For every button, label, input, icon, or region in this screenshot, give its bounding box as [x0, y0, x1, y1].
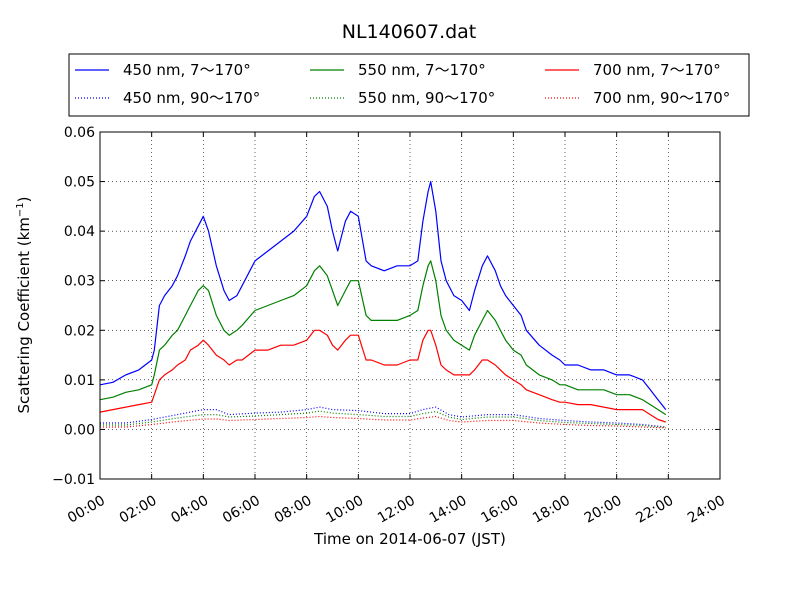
y-tick-label: 0.05: [64, 175, 95, 191]
x-tick-label: 06:00: [220, 493, 263, 527]
x-tick-label: 04:00: [168, 493, 211, 527]
series-line-2: [99, 329, 666, 423]
x-tick-label: 12:00: [375, 493, 418, 527]
y-axis-label-close: ): [15, 196, 33, 202]
y-tick-label: −0.01: [52, 472, 95, 488]
legend-label-1: 550 nm, 7～170°: [358, 61, 486, 79]
legend-label-2: 700 nm, 7～170°: [593, 61, 721, 79]
series-line-3: [100, 406, 666, 428]
x-tick-label: 18:00: [530, 493, 573, 527]
y-tick-label: 0.02: [64, 323, 95, 339]
x-tick-label: 14:00: [427, 493, 470, 527]
chart-title: NL140607.dat: [342, 21, 477, 43]
legend-label-4: 550 nm, 90～170°: [358, 89, 495, 107]
series-line-1: [99, 260, 667, 416]
plot-area: [100, 132, 720, 479]
legend-label-5: 700 nm, 90～170°: [593, 89, 730, 107]
legend-box: [68, 53, 750, 117]
x-tick-label: 20:00: [582, 493, 625, 527]
x-tick-label: 10:00: [323, 493, 366, 527]
series-line-5: [100, 415, 666, 429]
legend-label-0: 450 nm, 7～170°: [123, 61, 251, 79]
legend-label-3: 450 nm, 90～170°: [123, 89, 260, 107]
y-tick-label: 0.04: [64, 224, 95, 240]
x-tick-label: 24:00: [685, 493, 728, 527]
y-axis-label-superscript: −1: [15, 202, 26, 217]
x-tick-label: 08:00: [272, 493, 315, 527]
series-line-0: [99, 181, 667, 410]
y-tick-label: 0.03: [64, 274, 95, 290]
y-tick-label: 0.01: [64, 373, 95, 389]
legend: 450 nm, 7～170° 550 nm, 7～170° 700 nm, 7～17…: [68, 53, 750, 117]
y-tick-label: 0.06: [64, 125, 95, 141]
grid: [100, 132, 720, 479]
x-tick-label: 22:00: [633, 493, 676, 527]
x-tick-label: 00:00: [65, 493, 108, 527]
x-tick-label: 02:00: [117, 493, 160, 527]
y-axis-label-main: Scattering Coefficient (km: [15, 217, 33, 413]
y-tick-label: 0.00: [64, 422, 95, 438]
x-tick-label: 16:00: [478, 493, 521, 527]
x-axis-label: Time on 2014-06-07 (JST): [313, 530, 506, 548]
y-axis-label: Scattering Coefficient (km−1): [15, 196, 33, 413]
series-group: [99, 181, 667, 429]
series-line-4: [100, 410, 666, 428]
